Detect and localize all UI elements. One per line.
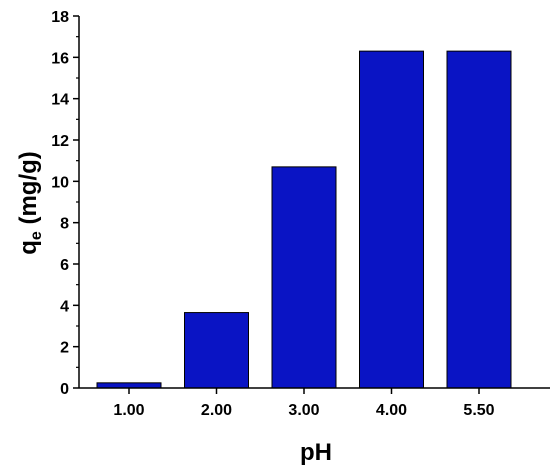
bar-2.00 [184,312,249,389]
y-tick-label: 14 [51,92,69,109]
x-tick-label: 3.00 [288,402,319,419]
y-tick-label: 0 [60,381,69,398]
x-tick-label: 2.00 [201,402,232,419]
y-tick-label: 10 [51,174,69,191]
y-axis-title-rest: (mg/g) [15,151,42,231]
bar-5.50 [446,50,512,389]
x-tick-label: 4.00 [376,402,407,419]
y-tick-label: 6 [60,257,69,274]
bar-3.00 [271,166,337,389]
y-axis-title: qe (mg/g) [15,151,45,255]
y-tick-label: 18 [51,9,69,26]
y-tick-label: 8 [60,216,69,233]
ticks-group: 1.00 2.00 3.00 4.00 5.50 0 2 4 6 8 10 12 14 16 18 [51,9,494,419]
y-tick-label: 16 [51,50,69,67]
bars-group [96,50,512,389]
y-axis-title-subscript: e [28,231,45,240]
x-tick-label: 1.00 [113,402,144,419]
y-tick-label: 12 [51,133,69,150]
y-axis-title-main: q [15,240,42,255]
x-axis-title: pH [300,439,332,466]
y-tick-label: 2 [60,340,69,357]
bar-1.00 [96,382,162,389]
y-tick-label: 4 [60,298,69,315]
bar-4.00 [359,50,424,389]
x-tick-label: 5.50 [463,402,494,419]
